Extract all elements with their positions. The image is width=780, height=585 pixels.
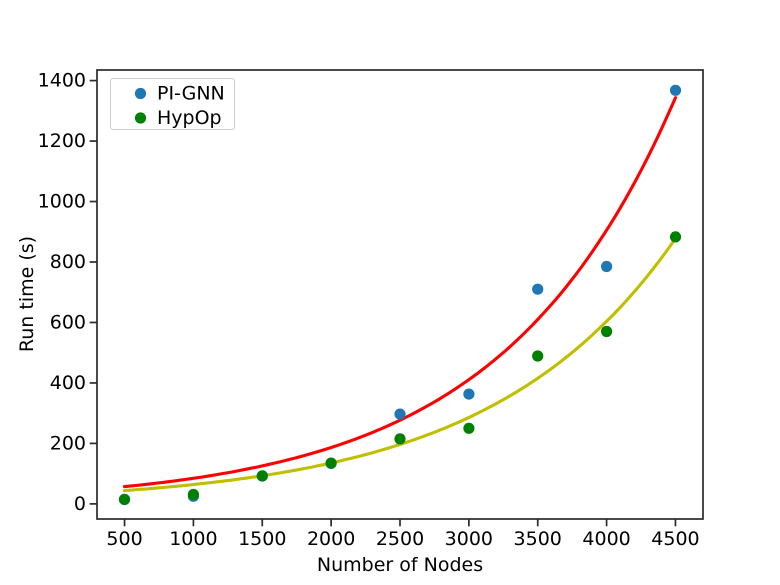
y-tick-label: 600 xyxy=(50,311,86,333)
pignn-legend-marker-icon xyxy=(134,87,147,100)
plot-area xyxy=(96,69,704,520)
hypop-point xyxy=(394,433,406,445)
y-tick-label: 400 xyxy=(50,372,86,394)
x-tick-label: 500 xyxy=(106,528,142,550)
hypop-point xyxy=(118,493,131,505)
y-tick-label: 1000 xyxy=(38,191,86,213)
x-tick-label: 2500 xyxy=(376,528,424,550)
y-tick-label: 1200 xyxy=(38,130,86,152)
x-tick-label: 4000 xyxy=(582,528,630,550)
hypop-point xyxy=(256,470,268,482)
legend-item-pignn: PI-GNN xyxy=(134,83,225,105)
x-axis-ticks: 500 1000 1500 2000 2500 3000 3500 4000 4500 xyxy=(106,519,700,550)
hypop-point xyxy=(325,457,337,469)
pi-gnn-point xyxy=(394,408,406,420)
y-tick-label: 800 xyxy=(50,251,86,273)
pi-gnn-point xyxy=(601,260,613,273)
legend-item-hypop: HypOp xyxy=(134,107,222,129)
y-tick-label: 1400 xyxy=(38,70,86,92)
hypop-point xyxy=(187,488,199,501)
pi-gnn-exponential-fit-curve xyxy=(122,96,678,489)
x-tick-label: 1000 xyxy=(169,528,217,550)
legend-label-pignn: PI-GNN xyxy=(157,83,225,105)
pi-gnn-point xyxy=(669,84,682,96)
scatter-points xyxy=(118,84,682,506)
legend: PI-GNN HypOp xyxy=(110,78,235,130)
pi-gnn-point xyxy=(463,388,475,400)
x-tick-label: 4500 xyxy=(651,528,699,550)
hypop-point xyxy=(532,350,544,362)
hypop-point xyxy=(669,231,682,243)
hypop-legend-marker-icon xyxy=(134,112,147,124)
y-tick-label: 200 xyxy=(50,432,86,454)
hypop-point xyxy=(463,422,475,434)
x-tick-label: 2000 xyxy=(307,528,355,550)
y-tick-label: 0 xyxy=(74,493,86,515)
y-axis-label: Run time (s) xyxy=(16,236,38,352)
hypop-point xyxy=(601,325,613,338)
x-tick-label: 1500 xyxy=(238,528,286,550)
legend-label-hypop: HypOp xyxy=(157,107,222,129)
x-tick-label: 3000 xyxy=(445,528,493,550)
x-axis-label: Number of Nodes xyxy=(317,554,483,576)
x-tick-label: 3500 xyxy=(514,528,562,550)
pi-gnn-point xyxy=(532,283,544,295)
y-axis-ticks: 0 200 400 600 800 1000 1200 1400 xyxy=(38,70,97,515)
